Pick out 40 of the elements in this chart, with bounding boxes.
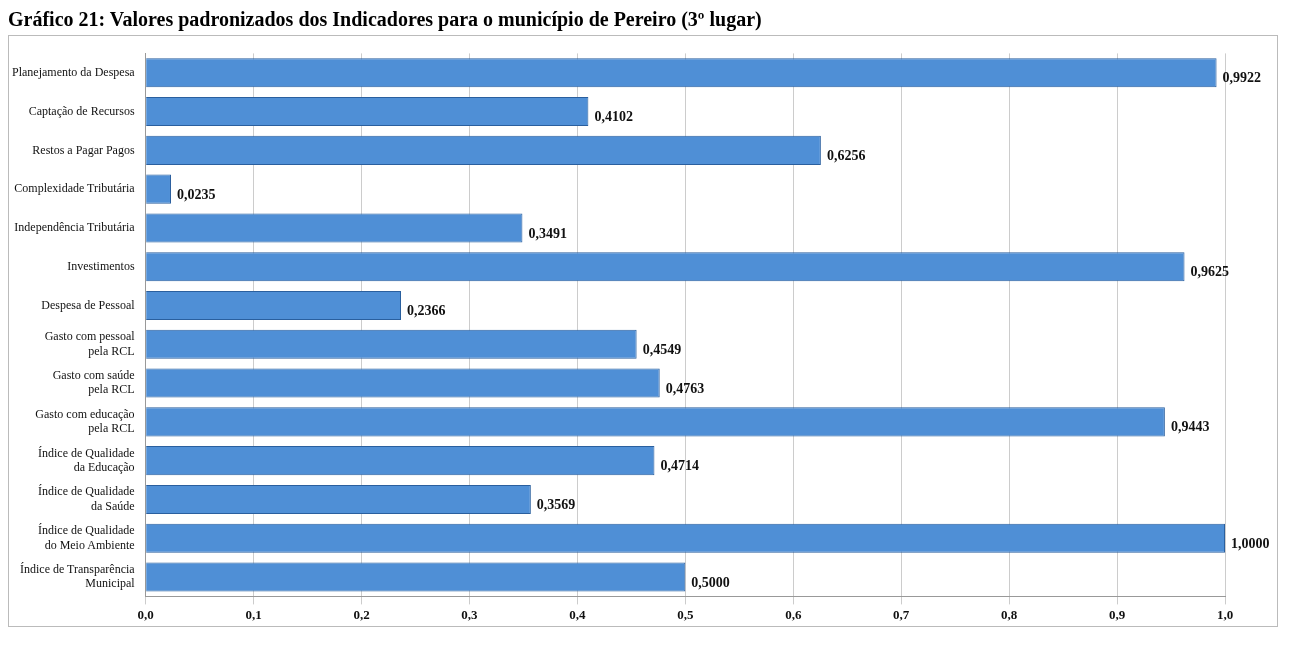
x-tick-label: 0,4 xyxy=(569,606,586,622)
y-tick-label: Restos a Pagar Pagos xyxy=(32,142,135,157)
x-tick-label: 0,6 xyxy=(785,606,802,622)
x-tick-label: 0,7 xyxy=(893,606,910,622)
data-label: 0,5000 xyxy=(691,574,730,590)
x-tick-label: 0,2 xyxy=(353,606,370,622)
x-tick-label: 0,3 xyxy=(461,606,479,622)
y-tick-label: Índice de Qualidade da Saúde xyxy=(38,484,135,513)
x-tick-label: 0,1 xyxy=(245,606,262,622)
data-label: 0,6256 xyxy=(826,147,866,163)
data-label: 0,4549 xyxy=(642,341,682,357)
data-label: 0,2366 xyxy=(407,303,446,319)
x-tick-label: 0,8 xyxy=(1001,606,1018,622)
data-label: 1,0000 xyxy=(1231,535,1270,551)
chart-title: Gráfico 21: Valores padronizados dos Indicadores para o município de Pereiro (3º lugar) xyxy=(8,8,763,31)
y-tick-label: Investimentos xyxy=(67,258,135,273)
x-tick-label: 0,0 xyxy=(137,606,154,622)
y-tick-label: Gasto com pessoal pela RCL xyxy=(44,329,136,358)
data-label: 0,9443 xyxy=(1170,419,1210,435)
y-tick-label: Gasto com saúde pela RCL xyxy=(52,368,135,397)
y-tick-label: Planejamento da Despesa xyxy=(12,64,136,79)
y-tick-label: Índice de Qualidade da Educação xyxy=(38,445,135,475)
data-label: 0,9922 xyxy=(1222,70,1262,86)
y-tick-label: Índice de Transparência Municipal xyxy=(19,561,136,591)
y-tick-label: Gasto com educação pela RCL xyxy=(35,406,135,436)
data-label: 0,0235 xyxy=(176,186,216,202)
data-label: 0,3569 xyxy=(536,497,576,513)
y-tick-label: Independência Tributária xyxy=(14,220,136,235)
x-tick-label: 0,9 xyxy=(1108,606,1126,622)
data-label: 0,3491 xyxy=(528,225,567,241)
data-label: 0,9625 xyxy=(1190,264,1230,280)
y-tick-label: Complexidade Tributária xyxy=(14,181,136,196)
y-tick-label: Captação de Recursos xyxy=(28,103,135,118)
x-tick-label: 1,0 xyxy=(1216,606,1234,622)
x-tick-label: 0,5 xyxy=(677,606,694,622)
y-tick-label: Despesa de Pessoal xyxy=(41,297,136,312)
data-label: 0,4763 xyxy=(665,380,705,396)
data-label: 0,4714 xyxy=(660,458,699,474)
y-tick-label: Índice de Qualidade do Meio Ambiente xyxy=(38,523,135,552)
data-label: 0,4102 xyxy=(594,109,633,125)
